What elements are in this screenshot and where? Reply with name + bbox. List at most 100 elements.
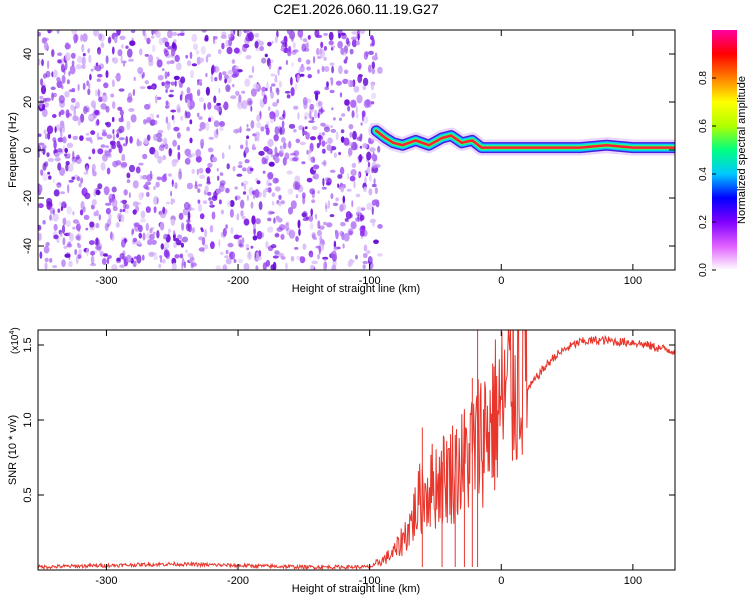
noise-speckle — [220, 209, 224, 215]
noise-speckle — [156, 132, 163, 138]
noise-speckle — [133, 222, 140, 228]
noise-speckle — [274, 156, 280, 164]
noise-speckle — [217, 175, 220, 181]
x-tick-label: -100 — [359, 575, 381, 587]
noise-speckle — [279, 224, 286, 231]
noise-speckle — [77, 55, 83, 64]
noise-speckle — [256, 180, 261, 185]
noise-speckle — [173, 39, 177, 44]
noise-speckle — [268, 62, 272, 70]
noise-speckle — [241, 215, 246, 220]
noise-speckle — [100, 144, 106, 148]
noise-speckle — [49, 258, 53, 263]
noise-speckle — [235, 196, 238, 201]
noise-speckle — [186, 60, 192, 67]
noise-speckle — [327, 200, 331, 209]
noise-speckle — [166, 121, 171, 131]
noise-speckle — [122, 61, 126, 67]
noise-speckle — [273, 134, 279, 142]
noise-speckle — [96, 119, 100, 126]
noise-speckle — [298, 125, 304, 131]
noise-speckle — [225, 258, 232, 265]
noise-speckle — [154, 94, 158, 104]
noise-speckle — [139, 48, 143, 56]
noise-speckle — [356, 94, 363, 104]
noise-speckle — [138, 232, 143, 239]
noise-speckle — [164, 71, 168, 79]
noise-speckle — [310, 136, 316, 141]
noise-speckle — [40, 85, 47, 95]
noise-speckle — [168, 228, 171, 233]
noise-speckle — [81, 190, 84, 195]
noise-speckle — [71, 88, 76, 93]
colorbar-tick-label: 0.8 — [698, 71, 709, 85]
noise-speckle — [288, 123, 296, 129]
noise-speckle — [332, 117, 336, 121]
noise-speckle — [196, 89, 201, 97]
noise-speckle — [171, 114, 175, 121]
noise-speckle — [112, 206, 118, 212]
noise-speckle — [225, 224, 228, 229]
noise-speckle — [343, 59, 348, 64]
noise-speckle — [321, 140, 326, 147]
noise-speckle — [54, 152, 60, 157]
noise-speckle — [231, 59, 236, 64]
noise-speckle — [218, 87, 221, 94]
noise-speckle — [338, 151, 341, 156]
noise-speckle — [170, 81, 175, 86]
noise-speckle — [309, 222, 314, 230]
noise-speckle — [82, 206, 86, 213]
noise-speckle — [180, 242, 184, 248]
noise-speckle — [132, 237, 138, 243]
noise-speckle — [368, 188, 373, 196]
noise-speckle — [63, 246, 68, 249]
noise-speckle — [85, 227, 89, 231]
noise-speckle — [110, 231, 113, 240]
noise-speckle — [193, 43, 198, 51]
noise-speckle — [51, 49, 55, 58]
noise-speckle — [224, 255, 229, 259]
noise-speckle — [331, 107, 334, 111]
noise-speckle — [106, 167, 111, 175]
noise-speckle — [362, 252, 368, 259]
noise-speckle — [53, 189, 60, 197]
noise-speckle — [196, 112, 200, 117]
noise-speckle — [305, 216, 310, 220]
noise-speckle — [241, 43, 248, 53]
noise-speckle — [112, 129, 115, 135]
noise-speckle — [178, 83, 183, 88]
noise-speckle — [127, 48, 133, 58]
noise-speckle — [218, 238, 221, 248]
noise-speckle — [316, 47, 320, 56]
noise-speckle — [174, 54, 180, 63]
noise-speckle — [50, 202, 53, 206]
noise-speckle — [162, 206, 166, 214]
noise-speckle — [52, 114, 57, 118]
noise-speckle — [265, 187, 269, 193]
noise-speckle — [211, 64, 215, 74]
noise-speckle — [132, 89, 136, 96]
noise-speckle — [69, 65, 76, 75]
noise-speckle — [371, 161, 377, 169]
noise-speckle — [241, 90, 246, 94]
noise-speckle — [200, 138, 205, 148]
noise-speckle — [197, 183, 203, 187]
noise-speckle — [246, 135, 250, 139]
noise-speckle — [136, 254, 142, 264]
noise-speckle — [377, 224, 383, 229]
noise-speckle — [185, 111, 191, 119]
noise-speckle — [318, 101, 323, 107]
noise-speckle — [232, 252, 235, 260]
noise-speckle — [287, 207, 294, 215]
noise-speckle — [61, 85, 64, 90]
y-tick-label: 0 — [22, 147, 34, 153]
noise-speckle — [60, 191, 66, 195]
noise-speckle — [189, 51, 193, 60]
noise-speckle — [271, 83, 276, 87]
noise-speckle — [365, 98, 371, 107]
noise-speckle — [227, 39, 233, 47]
noise-speckle — [88, 54, 92, 64]
noise-speckle — [316, 142, 320, 149]
spectrogram-y-ticks: -40 -20 0 20 40 — [22, 48, 675, 254]
noise-speckle — [253, 83, 260, 90]
